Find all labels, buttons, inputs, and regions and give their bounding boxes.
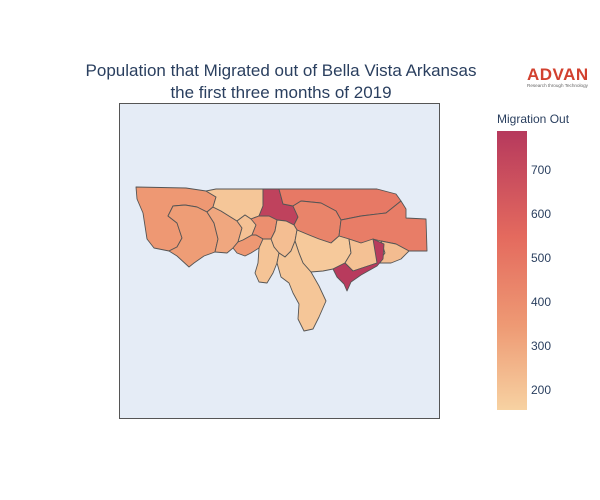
logo-tagline: Research through Technology bbox=[527, 83, 588, 88]
colorbar-tick: 200 bbox=[531, 383, 552, 397]
title-line-2: the first three months of 2019 bbox=[170, 83, 392, 102]
colorbar-tick: 300 bbox=[531, 339, 552, 353]
colorbar-title: Migration Out bbox=[497, 112, 570, 126]
logo-word: ADVAN bbox=[527, 65, 589, 84]
region-west-2[interactable] bbox=[167, 204, 219, 268]
advan-logo: ADVAN Research through Technology bbox=[527, 66, 599, 89]
region-center-light-2[interactable] bbox=[254, 238, 280, 284]
colorbar-tick: 700 bbox=[531, 163, 552, 177]
colorbar-tick: 600 bbox=[531, 207, 552, 221]
colorbar-tick: 500 bbox=[531, 251, 552, 265]
choropleth-map[interactable] bbox=[120, 104, 441, 420]
map-plot-area[interactable] bbox=[119, 103, 440, 419]
region-south-light[interactable] bbox=[276, 240, 327, 332]
title-line-1: Population that Migrated out of Bella Vi… bbox=[85, 61, 477, 80]
colorbar-tick: 400 bbox=[531, 295, 552, 309]
colorbar bbox=[497, 131, 527, 410]
region-south-east-dark[interactable] bbox=[332, 238, 385, 292]
